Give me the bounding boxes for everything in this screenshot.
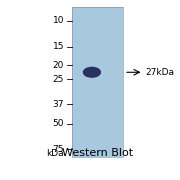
Ellipse shape xyxy=(83,67,100,77)
Text: 75: 75 xyxy=(53,145,64,154)
Text: 20: 20 xyxy=(53,61,64,70)
Text: 27kDa: 27kDa xyxy=(145,68,174,77)
Text: 50: 50 xyxy=(53,119,64,128)
Text: 37: 37 xyxy=(53,100,64,109)
Text: 15: 15 xyxy=(53,42,64,51)
Text: Western Blot: Western Blot xyxy=(62,148,133,158)
Text: 25: 25 xyxy=(53,75,64,84)
Text: 10: 10 xyxy=(53,16,64,25)
Text: kDa: kDa xyxy=(46,149,64,158)
Bar xyxy=(72,7,123,157)
Bar xyxy=(72,7,123,157)
